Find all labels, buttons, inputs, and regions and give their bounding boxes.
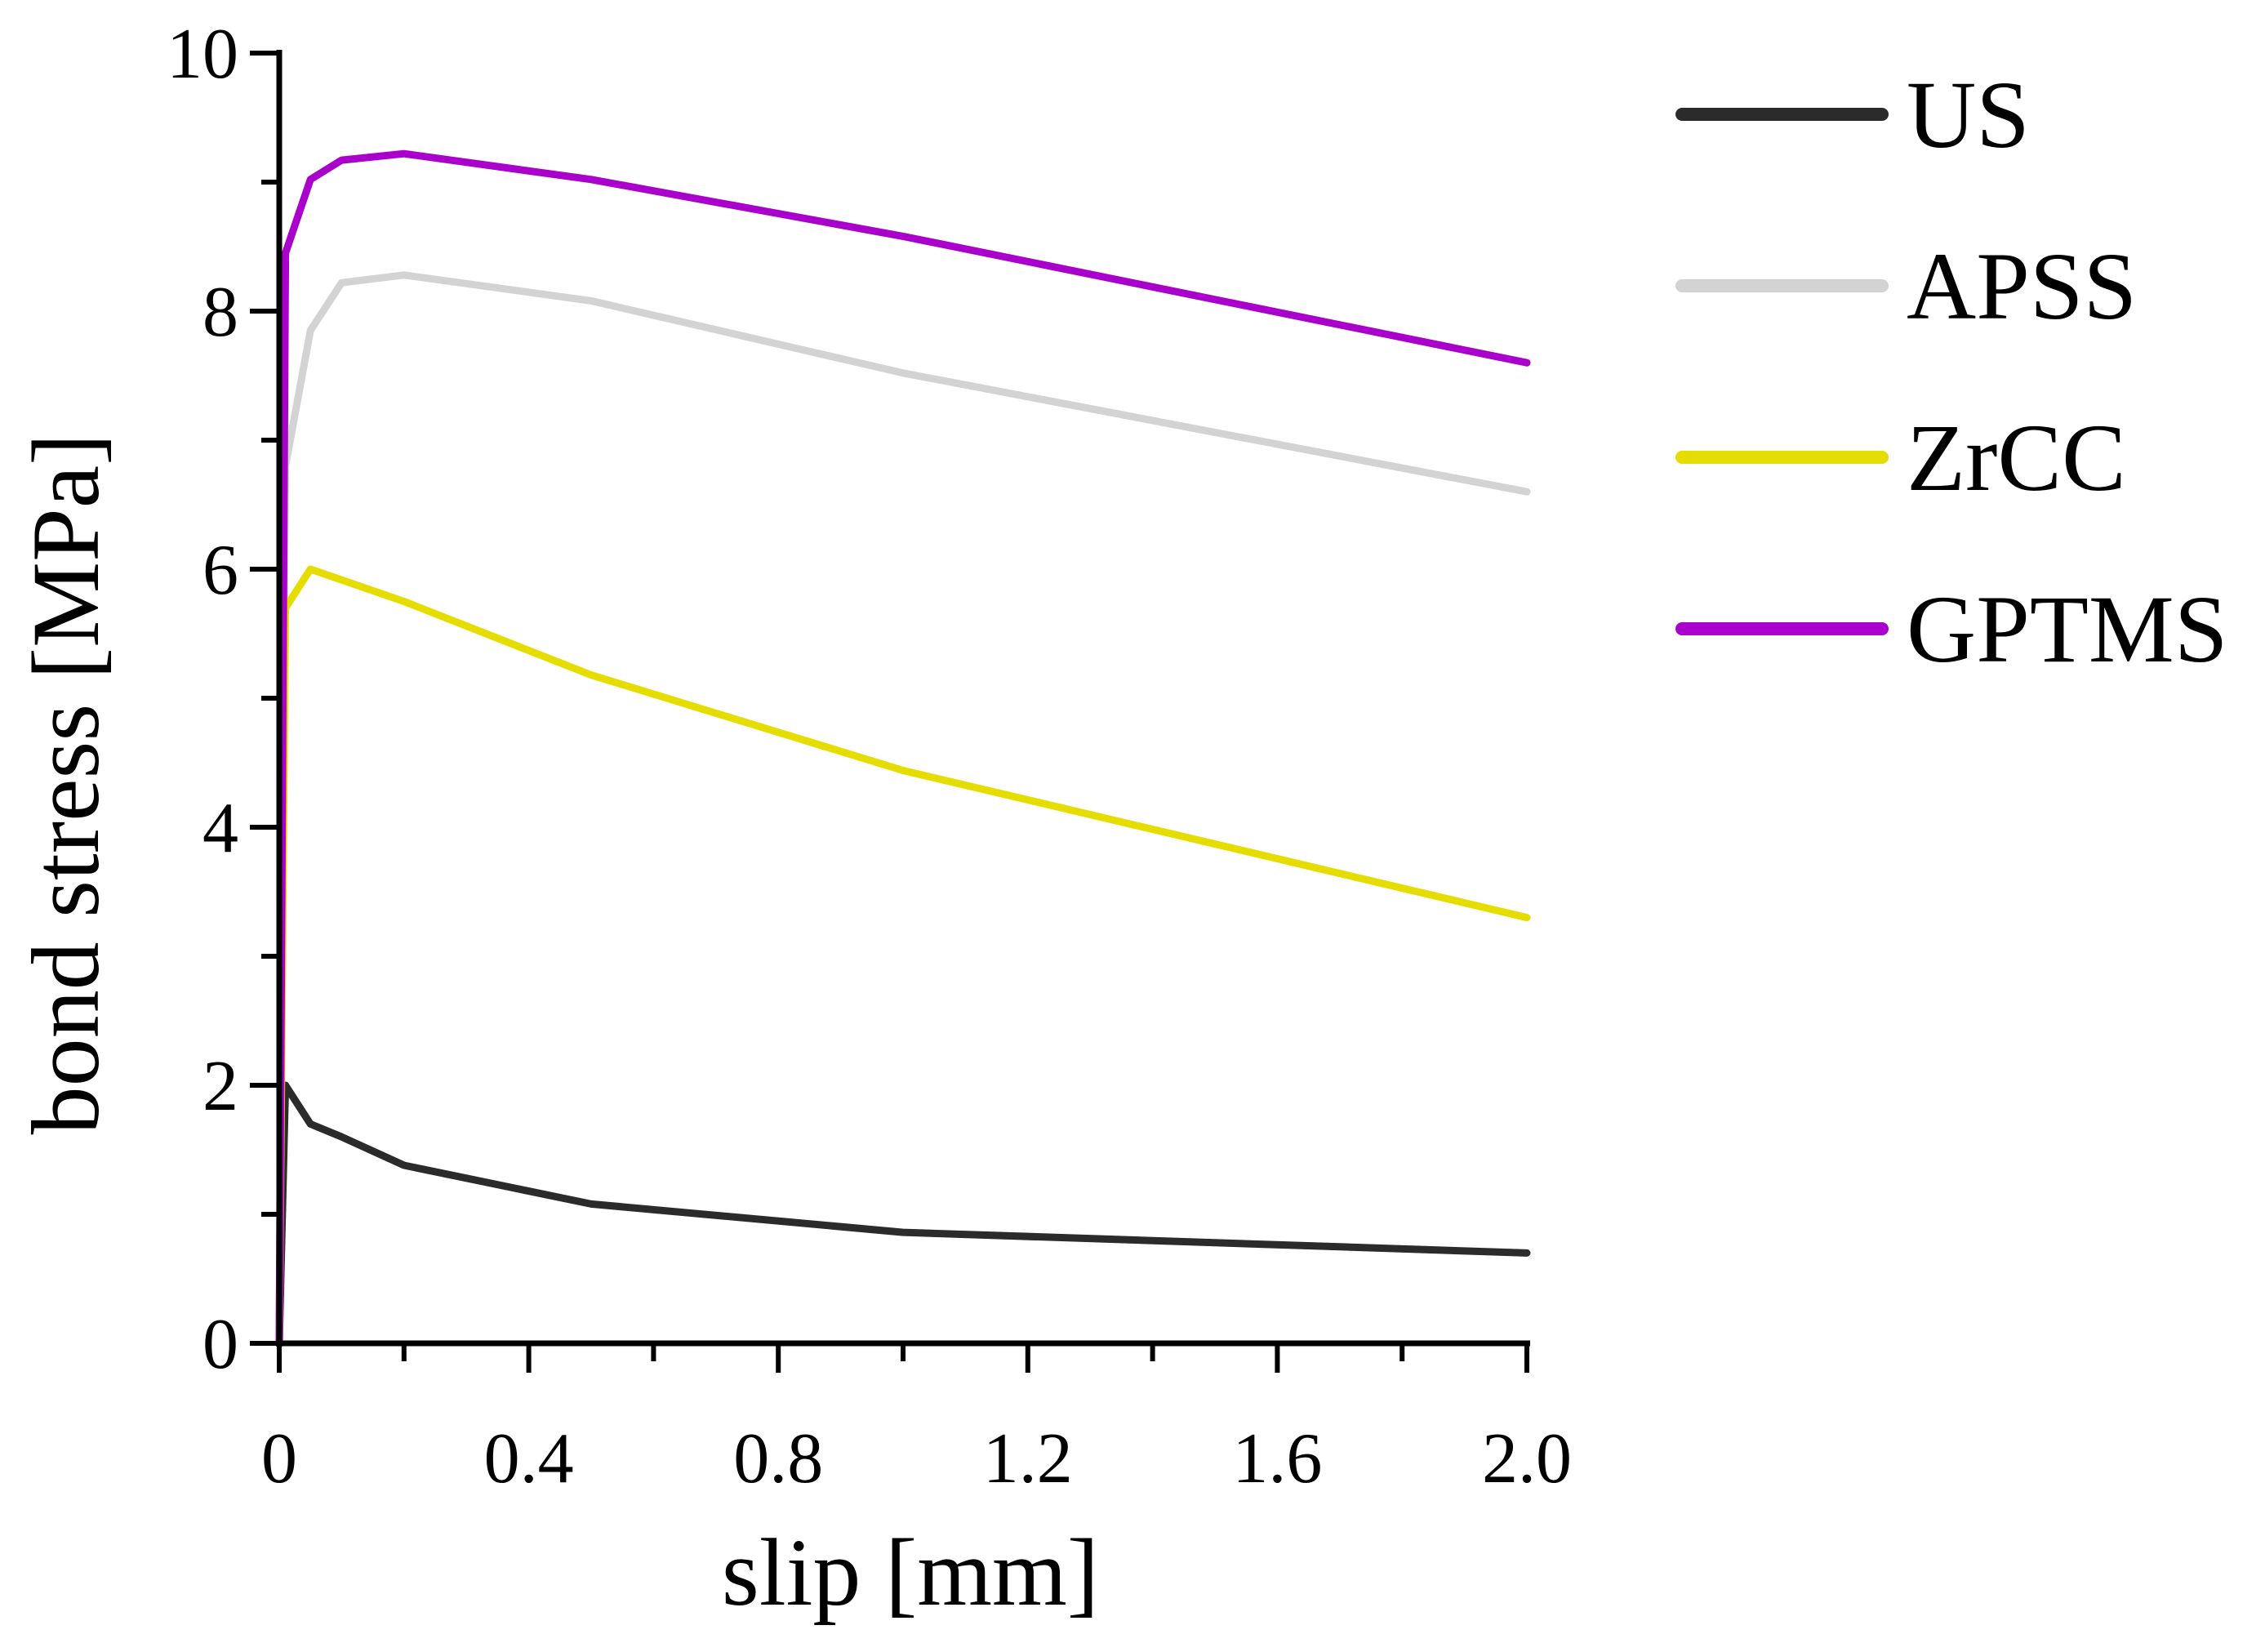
series-line-us xyxy=(275,1081,1531,1347)
x-tick-label-0.8: 0.8 xyxy=(733,1419,823,1498)
y-tick-label-6: 6 xyxy=(202,531,238,610)
legend: US APSS ZrCC GPTMS xyxy=(1675,61,2227,683)
series-group xyxy=(275,149,1531,1347)
y-axis-title: bond stress [MPa] xyxy=(12,434,119,1135)
legend-label-apss: APSS xyxy=(1907,233,2137,340)
series-line-gptms xyxy=(275,149,1531,1347)
x-tick-label-2.0: 2.0 xyxy=(1482,1419,1572,1498)
y-tick-label-2: 2 xyxy=(202,1047,238,1126)
x-tick-label-1.2: 1.2 xyxy=(983,1419,1073,1498)
y-tick-label-10: 10 xyxy=(167,15,238,94)
series-line-zrcc xyxy=(275,565,1531,1347)
legend-label-us: US xyxy=(1907,61,2030,168)
x-axis-title: slip [mm] xyxy=(722,1519,1099,1626)
y-tick-label-8: 8 xyxy=(202,273,238,352)
axes-group: 0 2 4 6 8 10 0 0.4 0.8 1.2 1.6 2.0 xyxy=(167,15,1572,1498)
legend-label-zrcc: ZrCC xyxy=(1907,404,2126,511)
x-tick-label-1.6: 1.6 xyxy=(1232,1419,1322,1498)
series-line-apss xyxy=(275,271,1531,1347)
y-tick-label-4: 4 xyxy=(202,789,238,868)
x-tick-label-0: 0 xyxy=(261,1419,297,1498)
legend-label-gptms: GPTMS xyxy=(1907,576,2227,683)
y-tick-label-0: 0 xyxy=(202,1305,238,1384)
x-tick-label-0.4: 0.4 xyxy=(484,1419,574,1498)
